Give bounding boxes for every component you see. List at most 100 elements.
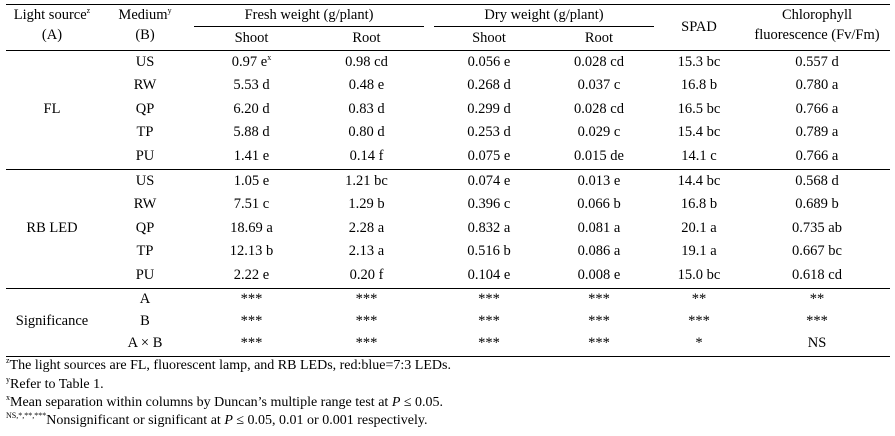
cell-chlorophyll: 0.667 bc — [792, 243, 842, 260]
cell-fw-root: 1.21 bc — [345, 173, 388, 189]
cell-fw-root: 2.28 a — [348, 219, 385, 236]
sig-cell-chlorophyll: *** — [806, 313, 828, 329]
cell-fw-root: 0.80 d — [348, 124, 385, 141]
cell-chlorophyll: 0.780 a — [795, 77, 839, 94]
header-medium: Mediumy — [118, 6, 172, 24]
cell-spad: 15.0 bc — [677, 266, 721, 283]
cell-medium: TP — [136, 243, 154, 260]
header-chlorophyll-line1: Chlorophyll — [781, 7, 853, 23]
sig-cell-spad: *** — [688, 313, 710, 329]
cell-medium: US — [135, 173, 155, 189]
table-bottom-rule — [6, 356, 890, 357]
cell-dw-root: 0.066 b — [577, 196, 621, 213]
footnote-2: yRefer to Table 1. — [6, 375, 104, 393]
cell-medium: PU — [135, 266, 155, 283]
sig-cell-fw-root: *** — [355, 291, 378, 307]
header-light-source: Light sourcez — [13, 6, 91, 24]
sig-cell-fw-shoot: *** — [240, 335, 263, 351]
cell-medium: QP — [135, 219, 155, 236]
cell-dw-shoot: 0.104 e — [467, 266, 511, 283]
sig-cell-spad: * — [695, 335, 703, 351]
sig-cell-chlorophyll: NS — [807, 335, 827, 351]
cell-chlorophyll: 0.618 cd — [792, 266, 842, 283]
cell-spad: 14.1 c — [681, 147, 717, 164]
sig-cell-medium: B — [140, 313, 150, 329]
cell-fw-shoot: 5.53 d — [233, 77, 270, 94]
cell-fw-shoot: 18.69 a — [230, 219, 273, 236]
cell-chlorophyll: 0.789 a — [795, 124, 839, 141]
header-fw-shoot: Shoot — [234, 30, 269, 46]
cell-chlorophyll: 0.557 d — [795, 54, 839, 70]
cell-dw-root: 0.013 e — [577, 173, 621, 189]
cell-spad: 15.3 bc — [677, 54, 721, 70]
sig-cell-fw-root: *** — [355, 335, 378, 351]
sig-cell-dw-root: *** — [588, 291, 610, 307]
sig-cell-dw-root: *** — [588, 313, 610, 329]
header-dw-root: Root — [584, 30, 614, 46]
cell-fw-root: 0.14 f — [349, 147, 384, 164]
cell-dw-root: 0.029 c — [577, 124, 621, 141]
sig-cell-fw-shoot: *** — [240, 313, 263, 329]
cell-spad: 19.1 a — [681, 243, 717, 260]
cell-chlorophyll: 0.766 a — [795, 147, 839, 164]
cell-spad: 14.4 bc — [677, 173, 721, 189]
sig-cell-spad: ** — [691, 291, 707, 307]
cell-dw-shoot: 0.056 e — [467, 54, 511, 70]
header-dw-shoot: Shoot — [472, 30, 506, 46]
light-source-fl: FL — [43, 100, 61, 117]
header-chlorophyll-line2: fluorescence (Fv/Fm) — [754, 27, 880, 43]
cell-medium: US — [135, 54, 155, 70]
cell-fw-shoot: 6.20 d — [233, 100, 270, 117]
cell-dw-root: 0.086 a — [577, 243, 621, 260]
cell-dw-shoot: 0.516 b — [467, 243, 511, 260]
cell-fw-root: 0.98 cd — [345, 54, 388, 70]
cell-fw-shoot: 5.88 d — [233, 124, 270, 141]
cell-dw-root: 0.028 cd — [574, 54, 624, 70]
cell-dw-root: 0.081 a — [577, 219, 621, 236]
header-bottom-rule — [6, 50, 890, 51]
table-top-rule — [6, 4, 890, 5]
cell-dw-shoot: 0.075 e — [467, 147, 511, 164]
sig-cell-medium: A — [139, 291, 151, 307]
footnote-4: NS,*,**,***Nonsignificant or significant… — [6, 411, 428, 429]
cell-chlorophyll: 0.689 b — [795, 196, 839, 213]
group-divider-rule — [6, 169, 890, 170]
header-fresh-weight: Fresh weight (g/plant) — [244, 7, 374, 23]
cell-dw-shoot: 0.253 d — [467, 124, 511, 141]
cell-chlorophyll: 0.766 a — [795, 100, 839, 117]
cell-medium: PU — [135, 147, 155, 164]
cell-spad: 20.1 a — [681, 219, 717, 236]
header-medium-code: (B) — [135, 27, 155, 43]
cell-dw-root: 0.028 cd — [574, 100, 624, 117]
header-fw-root: Root — [352, 30, 381, 46]
cell-dw-shoot: 0.396 c — [467, 196, 511, 213]
cell-dw-root: 0.008 e — [577, 266, 621, 283]
cell-medium: RW — [133, 77, 157, 94]
significance-divider-rule — [6, 288, 890, 289]
cell-chlorophyll: 0.735 ab — [792, 219, 842, 236]
cell-dw-shoot: 0.299 d — [467, 100, 511, 117]
cell-fw-root: 0.20 f — [349, 266, 384, 283]
cell-spad: 16.8 b — [680, 196, 718, 213]
sig-cell-chlorophyll: ** — [809, 291, 825, 307]
footnote-1: zThe light sources are FL, fluorescent l… — [6, 356, 451, 374]
cell-dw-root: 0.015 de — [574, 147, 624, 164]
sig-cell-dw-root: *** — [588, 335, 610, 351]
sig-cell-dw-shoot: *** — [478, 291, 500, 307]
cell-fw-shoot: 12.13 b — [229, 243, 274, 260]
cell-medium: QP — [135, 100, 155, 117]
footnote-3: xMean separation within columns by Dunca… — [6, 393, 444, 411]
sig-cell-fw-root: *** — [355, 313, 378, 329]
cell-medium: TP — [136, 124, 154, 141]
light-source-rb-led: RB LED — [26, 219, 78, 236]
cell-fw-shoot: 0.97 ex — [231, 53, 272, 71]
cell-fw-shoot: 1.05 e — [233, 173, 270, 189]
cell-spad: 16.5 bc — [677, 100, 721, 117]
cell-dw-shoot: 0.832 a — [467, 219, 511, 236]
header-light-source-code: (A) — [41, 27, 63, 43]
cell-fw-root: 1.29 b — [348, 196, 385, 213]
cell-fw-shoot: 7.51 c — [233, 196, 270, 213]
cell-dw-shoot: 0.268 d — [467, 77, 511, 94]
sig-cell-dw-shoot: *** — [478, 335, 500, 351]
cell-fw-root: 0.83 d — [348, 100, 385, 117]
